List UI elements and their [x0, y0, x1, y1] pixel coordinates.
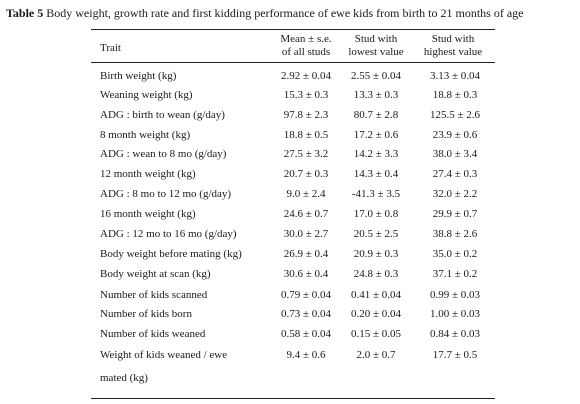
cell-mean: 2.92 ± 0.04 [280, 70, 332, 82]
cell-highest: 35.0 ± 0.2 [432, 248, 478, 260]
cell-trait: Body weight before mating (kg) [100, 248, 242, 260]
cell-lowest: 17.0 ± 0.8 [353, 208, 399, 220]
header-lowest-line2: lowest value [348, 46, 404, 58]
cell-highest: 125.5 ± 2.6 [429, 109, 481, 121]
cell-highest: 37.1 ± 0.2 [432, 268, 478, 280]
cell-mean: 24.6 ± 0.7 [283, 208, 329, 220]
cell-lowest: 13.3 ± 0.3 [353, 89, 399, 101]
cell-mean: 0.73 ± 0.04 [280, 308, 332, 320]
cell-highest: 27.4 ± 0.3 [432, 168, 478, 180]
cell-lowest: 0.41 ± 0.04 [350, 289, 402, 301]
cell-trait: Number of kids scanned [100, 289, 208, 301]
cell-highest: 29.9 ± 0.7 [432, 208, 478, 220]
cell-trait: 8 month weight (kg) [100, 129, 191, 141]
cell-mean: 26.9 ± 0.4 [283, 248, 329, 260]
cell-trait: ADG : birth to wean (g/day) [100, 109, 225, 121]
table-caption-text: Body weight, growth rate and first kiddi… [43, 6, 524, 20]
cell-lowest: 24.8 ± 0.3 [353, 268, 399, 280]
cell-trait: Number of kids weaned [100, 328, 206, 340]
cell-trait: 16 month weight (kg) [100, 208, 196, 220]
cell-mean: 97.8 ± 2.3 [283, 109, 329, 121]
cell-trait: ADG : 12 mo to 16 mo (g/day) [100, 228, 237, 240]
cell-mean: 0.79 ± 0.04 [280, 289, 332, 301]
cell-mean: 9.4 ± 0.6 [286, 349, 326, 361]
header-trait: Trait [100, 42, 121, 54]
cell-highest: 23.9 ± 0.6 [432, 129, 478, 141]
table-caption-label: Table 5 [6, 6, 44, 20]
cell-highest: 17.7 ± 0.5 [432, 349, 478, 361]
cell-trait-line2: mated (kg) [100, 372, 148, 384]
cell-highest: 0.99 ± 0.03 [429, 289, 481, 301]
table-top-rule [91, 29, 495, 30]
table-bottom-rule [91, 398, 495, 399]
cell-mean: 20.7 ± 0.3 [283, 168, 329, 180]
table-caption: Table 5 Body weight, growth rate and fir… [6, 6, 523, 21]
cell-lowest: 0.20 ± 0.04 [350, 308, 402, 320]
cell-highest: 1.00 ± 0.03 [429, 308, 481, 320]
header-mean-line2: of all studs [281, 46, 331, 58]
cell-highest: 0.84 ± 0.03 [429, 328, 481, 340]
header-highest-line1: Stud with [431, 33, 475, 45]
cell-trait: Number of kids born [100, 308, 192, 320]
cell-lowest: 20.5 ± 2.5 [353, 228, 399, 240]
cell-trait: Body weight at scan (kg) [100, 268, 211, 280]
cell-trait: Weaning weight (kg) [100, 89, 193, 101]
cell-highest: 38.8 ± 2.6 [432, 228, 478, 240]
header-mean-line1: Mean ± s.e. [280, 33, 332, 45]
cell-mean: 27.5 ± 3.2 [283, 148, 329, 160]
cell-lowest: 2.55 ± 0.04 [350, 70, 402, 82]
cell-mean: 18.8 ± 0.5 [283, 129, 329, 141]
cell-mean: 15.3 ± 0.3 [283, 89, 329, 101]
cell-lowest: 17.2 ± 0.6 [353, 129, 399, 141]
cell-highest: 3.13 ± 0.04 [429, 70, 481, 82]
cell-lowest: 14.2 ± 3.3 [353, 148, 399, 160]
cell-highest: 32.0 ± 2.2 [432, 188, 478, 200]
cell-lowest: -41.3 ± 3.5 [351, 188, 401, 200]
cell-trait: Weight of kids weaned / ewe [100, 349, 228, 361]
cell-lowest: 14.3 ± 0.4 [353, 168, 399, 180]
cell-trait: ADG : 8 mo to 12 mo (g/day) [100, 188, 232, 200]
cell-lowest: 20.9 ± 0.3 [353, 248, 399, 260]
cell-trait: 12 month weight (kg) [100, 168, 196, 180]
cell-highest: 38.0 ± 3.4 [432, 148, 478, 160]
header-lowest-line1: Stud with [354, 33, 398, 45]
cell-lowest: 80.7 ± 2.8 [353, 109, 399, 121]
cell-mean: 30.0 ± 2.7 [283, 228, 329, 240]
cell-mean: 30.6 ± 0.4 [283, 268, 329, 280]
cell-trait: ADG : wean to 8 mo (g/day) [100, 148, 227, 160]
cell-trait: Birth weight (kg) [100, 70, 177, 82]
cell-highest: 18.8 ± 0.3 [432, 89, 478, 101]
table-header-rule [91, 62, 495, 63]
cell-lowest: 0.15 ± 0.05 [350, 328, 402, 340]
cell-mean: 0.58 ± 0.04 [280, 328, 332, 340]
cell-lowest: 2.0 ± 0.7 [356, 349, 396, 361]
header-highest-line2: highest value [423, 46, 483, 58]
cell-mean: 9.0 ± 2.4 [286, 188, 326, 200]
